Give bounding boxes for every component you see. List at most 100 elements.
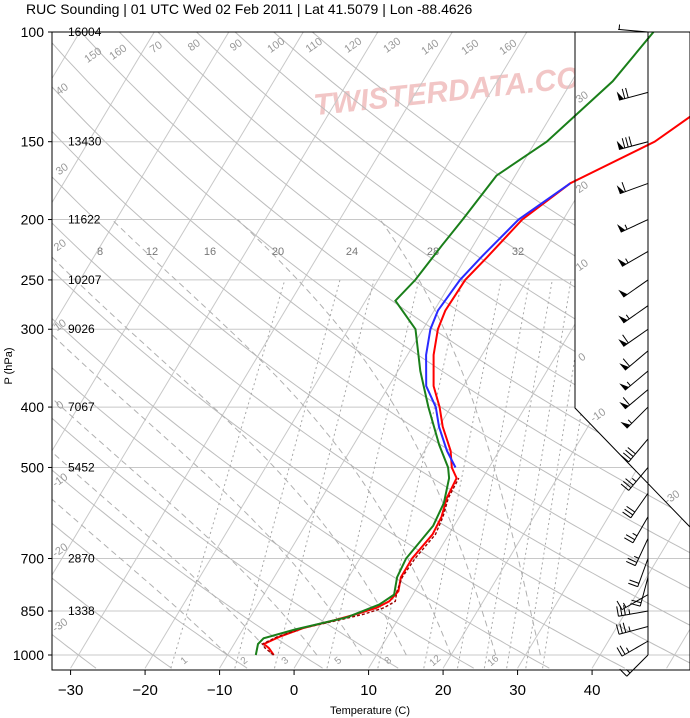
dry-adiabat-label: 110	[304, 36, 325, 56]
y-tick-label: 250	[21, 272, 45, 288]
dry-adiabat-label: 100	[265, 35, 287, 55]
plot-series	[254, 32, 690, 656]
wind-barb	[618, 24, 649, 33]
wind-barb	[620, 406, 649, 429]
dry-adiabat-line	[52, 269, 626, 669]
moist-adiabat-line	[52, 256, 407, 656]
y-tick-label: 150	[21, 134, 45, 150]
wind-barb	[619, 389, 649, 410]
mixing-ratio-line	[457, 279, 531, 669]
dry-adiabat-line	[80, 32, 690, 485]
dry-adiabat-line	[196, 32, 690, 388]
dry-adiabat-label: 160	[107, 42, 129, 62]
moist-adiabat-label: 3	[280, 655, 292, 667]
mixing-ratio-label: 28	[427, 246, 439, 258]
y-tick-label: 200	[21, 212, 45, 228]
wind-barb	[616, 182, 649, 195]
barb-panel-border	[574, 32, 690, 528]
moist-adiabat-line	[111, 219, 452, 656]
dry-adiabat-label: 70	[148, 39, 165, 56]
x-tick-label: 0	[290, 682, 298, 699]
sounding-profile-line	[254, 32, 655, 656]
isotherm-line	[52, 32, 230, 328]
wind-barb	[618, 328, 649, 347]
mixing-ratio-label: 20	[272, 246, 284, 258]
sounding-profile-line	[425, 182, 571, 468]
plot-axes: 1001502002503004005007008501000160041343…	[13, 24, 690, 699]
height-label: 5452	[68, 460, 95, 474]
wind-barb	[618, 305, 649, 324]
dry-adiabat-line	[52, 317, 550, 669]
moist-adiabat-label: 2	[239, 655, 251, 667]
y-tick-label: 400	[21, 399, 45, 415]
x-tick-label: −20	[132, 682, 157, 699]
height-label: 13430	[68, 135, 102, 149]
height-label: 2870	[68, 551, 95, 565]
x-axis-label: Temperature (C)	[330, 705, 410, 717]
wind-barb	[628, 558, 649, 588]
mixing-ratio-label: 12	[146, 246, 158, 258]
plot-frame	[51, 31, 690, 671]
moist-adiabat-label: 5	[333, 655, 345, 667]
wind-barb	[619, 350, 649, 371]
wind-barb	[615, 622, 649, 635]
dry-adiabat-label: 140	[419, 37, 441, 57]
dry-adiabat-label: 0	[576, 351, 588, 364]
isotherm-line	[52, 32, 379, 576]
dry-adiabat-label: 10	[574, 257, 591, 274]
wind-barb	[617, 250, 649, 267]
dry-adiabat-label: 30	[574, 89, 591, 106]
height-label: 1338	[68, 604, 95, 618]
dry-adiabat-line	[52, 86, 690, 554]
dry-adiabat-label: 30	[54, 161, 71, 178]
y-tick-label: 500	[21, 459, 45, 475]
moist-adiabat-line	[52, 451, 273, 656]
mixing-ratio-label: 24	[346, 246, 358, 258]
wind-barb	[620, 467, 649, 491]
y-tick-label: 300	[21, 321, 45, 337]
moist-adiabat-line	[237, 219, 497, 656]
dry-adiabat-line	[52, 42, 690, 519]
dry-adiabat-label: 40	[54, 81, 71, 98]
isotherm-line	[517, 379, 690, 669]
wind-barb	[619, 654, 649, 677]
mixing-ratio-label: 8	[97, 246, 103, 258]
wind-barb	[616, 136, 649, 150]
wind-barb	[616, 594, 649, 611]
moist-adiabat-label: 8	[383, 655, 395, 667]
height-label: 16004	[68, 25, 102, 39]
isotherm-line	[144, 32, 528, 669]
isotherm-line	[591, 504, 690, 669]
dry-adiabat-line	[52, 222, 690, 664]
y-tick-label: 850	[21, 603, 45, 619]
dry-adiabat-line	[52, 522, 248, 669]
wind-barb	[616, 87, 649, 101]
moist-adiabat-line	[379, 219, 541, 656]
mixing-ratio-line	[483, 279, 553, 669]
dry-adiabat-label: -30	[50, 616, 70, 635]
dry-adiabat-label: 20	[574, 179, 591, 196]
wind-barb	[616, 640, 649, 657]
isotherm-line	[52, 32, 155, 204]
dry-adiabat-label: 80	[186, 37, 203, 54]
mixing-ratio-line	[542, 279, 602, 669]
y-tick-label: 1000	[13, 647, 44, 663]
x-tick-label: 10	[360, 682, 377, 699]
barb-panel-mask	[575, 32, 690, 527]
moist-adiabat-label: 1	[179, 655, 191, 667]
dry-adiabat-label: 90	[228, 37, 245, 54]
wind-barb	[617, 219, 649, 233]
dry-adiabat-label: 10	[52, 317, 69, 334]
height-label: 10207	[68, 273, 102, 287]
dry-adiabat-label: 160	[497, 37, 519, 57]
dry-adiabat-line	[52, 577, 172, 669]
x-tick-label: 20	[435, 682, 452, 699]
wind-barbs	[615, 24, 649, 677]
dry-adiabat-line	[118, 32, 690, 452]
height-label: 11622	[68, 213, 101, 227]
dry-adiabat-line	[52, 367, 474, 669]
isotherm-line	[70, 32, 453, 669]
y-tick-label: 700	[21, 550, 45, 566]
mixing-ratio-line	[506, 279, 572, 669]
